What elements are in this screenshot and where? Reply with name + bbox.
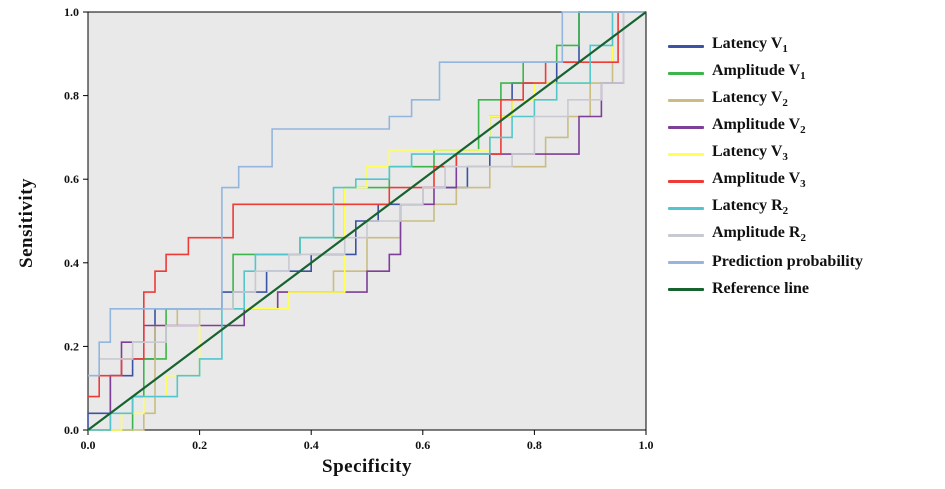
- x-tick-label: 0.0: [81, 438, 96, 452]
- legend-label: Latency V2: [712, 89, 788, 110]
- legend-label: Amplitude V1: [712, 62, 806, 83]
- legend-item: Amplitude R2: [668, 225, 863, 245]
- legend-item: Prediction probability: [668, 252, 863, 272]
- legend-swatch: [668, 98, 704, 102]
- legend-item: Amplitude V1: [668, 63, 863, 83]
- x-tick-label: 0.2: [192, 438, 207, 452]
- legend-label: Prediction probability: [712, 253, 863, 270]
- legend-label: Amplitude R2: [712, 224, 806, 245]
- series-line-amplitude-r2: [88, 11, 646, 377]
- y-tick-label: 0.0: [64, 423, 79, 437]
- legend-label: Amplitude V2: [712, 116, 806, 137]
- x-tick-label: 0.4: [304, 438, 319, 452]
- y-tick-label: 0.2: [64, 339, 79, 353]
- legend-label: Latency V1: [712, 35, 788, 56]
- x-axis-title: Specificity: [322, 456, 412, 477]
- y-tick-label: 0.4: [64, 256, 79, 270]
- x-tick-label: 0.8: [527, 438, 542, 452]
- legend-item: Amplitude V2: [668, 117, 863, 137]
- legend-label: Reference line: [712, 280, 809, 297]
- y-tick-label: 0.6: [64, 172, 79, 186]
- x-tick-label: 0.6: [415, 438, 430, 452]
- series-line-prediction-probability: [88, 11, 646, 377]
- legend-swatch: [668, 71, 704, 75]
- series-line-reference-line: [87, 11, 647, 431]
- legend-label: Latency R2: [712, 197, 789, 218]
- legend: Latency V1 Amplitude V1 Latency V2 Amplitud…: [668, 36, 863, 299]
- legend-swatch: [668, 179, 704, 183]
- legend-item: Latency R2: [668, 198, 863, 218]
- y-tick-label: 1.0: [64, 5, 79, 19]
- plot-area: 0.0 0.2 0.4 0.6 0.8 1.0 0.0 0.2 0.4 0.6 0.8 1.0: [64, 5, 654, 452]
- legend-swatch: [668, 125, 704, 129]
- x-tick-label: 1.0: [639, 438, 654, 452]
- legend-item: Latency V1: [668, 36, 863, 56]
- legend-item: Amplitude V3: [668, 171, 863, 191]
- legend-item: Latency V2: [668, 90, 863, 110]
- legend-swatch: [668, 233, 704, 237]
- legend-swatch: [668, 287, 704, 291]
- legend-swatch: [668, 44, 704, 48]
- legend-label: Latency V3: [712, 143, 788, 164]
- legend-item: Latency V3: [668, 144, 863, 164]
- legend-item: Reference line: [668, 279, 863, 299]
- series-line-latency-r2: [88, 11, 646, 431]
- y-tick-label: 0.8: [64, 89, 79, 103]
- legend-swatch: [668, 260, 704, 264]
- legend-swatch: [668, 206, 704, 210]
- legend-swatch: [668, 152, 704, 156]
- legend-label: Amplitude V3: [712, 170, 806, 191]
- series-line-amplitude-v3: [88, 11, 646, 398]
